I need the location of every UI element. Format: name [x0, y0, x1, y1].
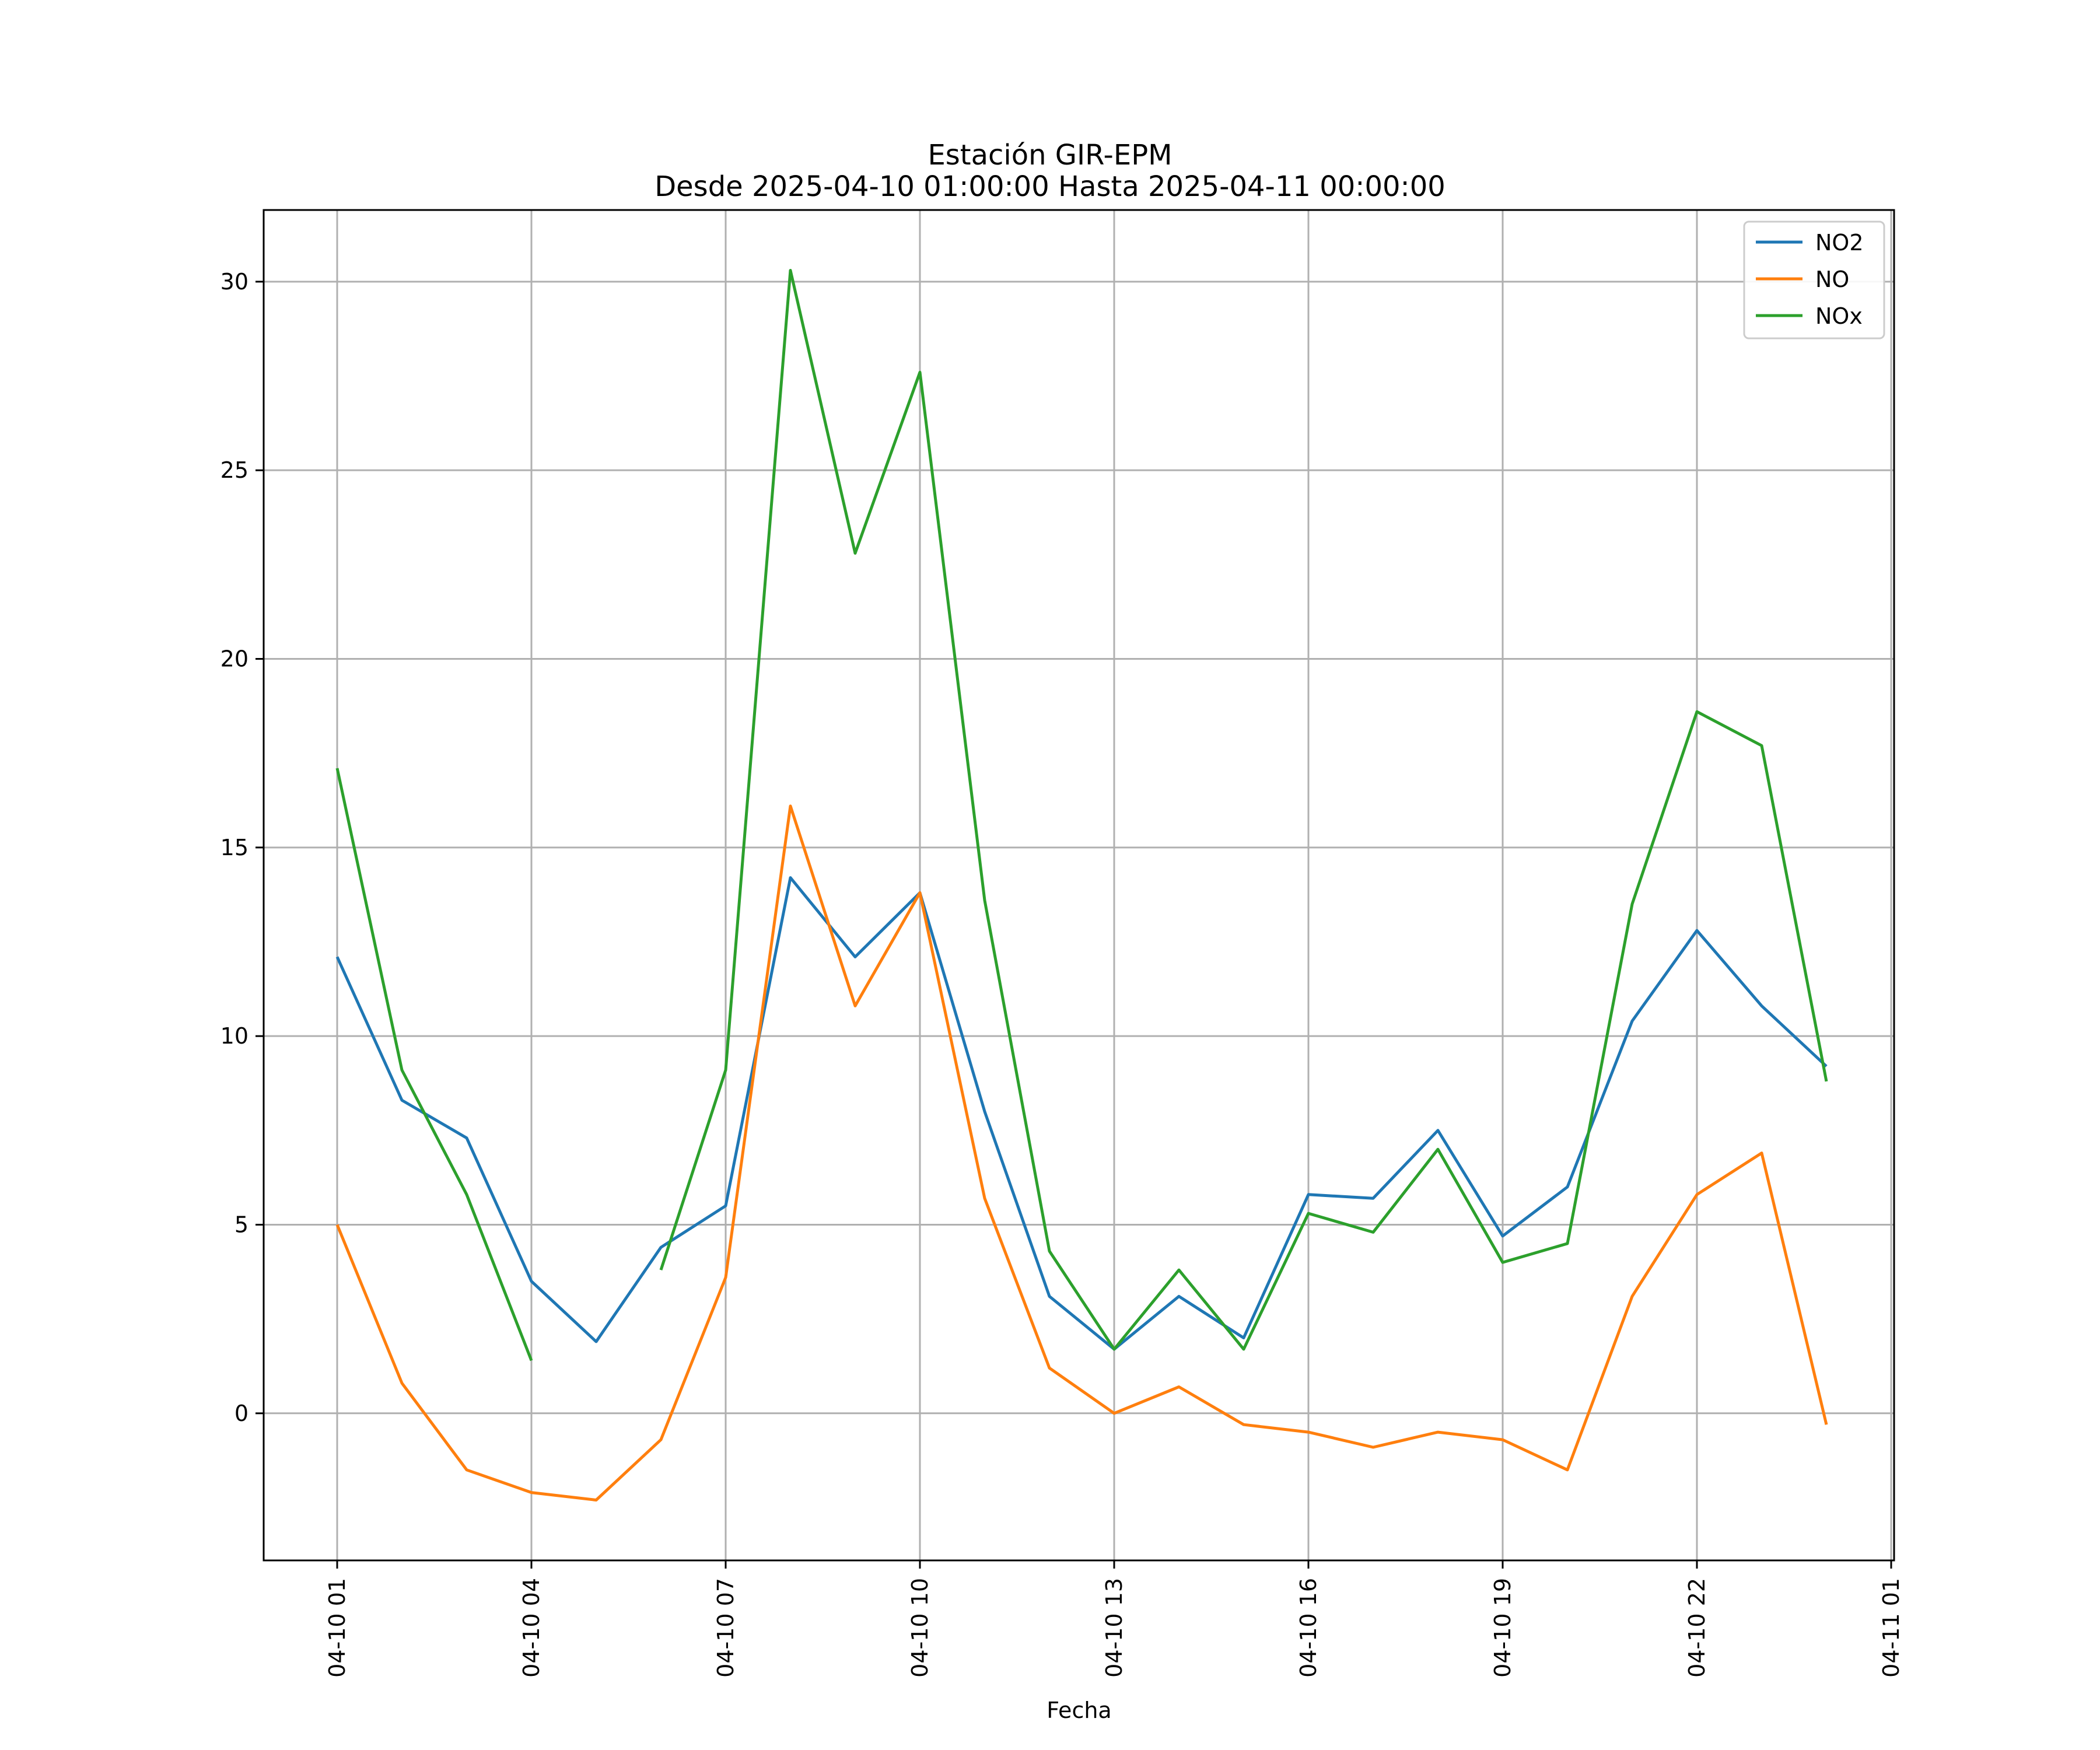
legend-box — [1743, 220, 1885, 340]
series-line-no — [335, 804, 1828, 1502]
x-tick-label: 04-10 16 — [1296, 1578, 1321, 1678]
legend: NO2 NO NOx — [1743, 220, 1885, 340]
x-tick-label: 04-10 07 — [713, 1578, 738, 1678]
x-tick-label: 04-10 19 — [1490, 1578, 1516, 1678]
legend-label-no: NO — [1815, 267, 1849, 292]
x-tick-label: 04-11 01 — [1878, 1578, 1904, 1678]
x-tick-label: 04-10 01 — [324, 1578, 350, 1678]
series-line-no2 — [335, 876, 1828, 1351]
y-tick-label: 0 — [235, 1401, 249, 1426]
x-tick-label: 04-10 04 — [519, 1578, 544, 1678]
y-tick-label: 30 — [220, 269, 249, 295]
legend-label-nox: NOx — [1815, 303, 1863, 329]
y-tick-label: 10 — [220, 1023, 249, 1049]
x-tick-label: 04-10 22 — [1684, 1578, 1710, 1678]
chart-subtitle: Desde 2025-04-10 01:00:00 Hasta 2025-04-… — [654, 170, 1446, 203]
y-tick-label: 25 — [220, 457, 249, 483]
plot-lines — [335, 269, 1828, 1502]
y-tick-label: 5 — [235, 1212, 249, 1237]
legend-label-no2: NO2 — [1815, 230, 1864, 256]
series-line-nox — [335, 269, 1828, 1362]
x-tick-label: 04-10 13 — [1101, 1578, 1127, 1678]
y-tick-label: 15 — [220, 835, 249, 860]
grid — [264, 210, 1894, 1560]
plot-area-frame — [262, 209, 1895, 1562]
chart-title: Estación GIR-EPM — [928, 139, 1172, 172]
y-axis: 0 5 10 15 20 25 30 — [220, 269, 264, 1426]
x-tick-label: 04-10 10 — [907, 1578, 933, 1678]
x-axis: 04-10 01 04-10 04 04-10 07 04-10 10 04-10 13… — [324, 1560, 1904, 1678]
x-axis-label: Fecha — [1046, 1698, 1111, 1723]
y-tick-label: 20 — [220, 646, 249, 672]
